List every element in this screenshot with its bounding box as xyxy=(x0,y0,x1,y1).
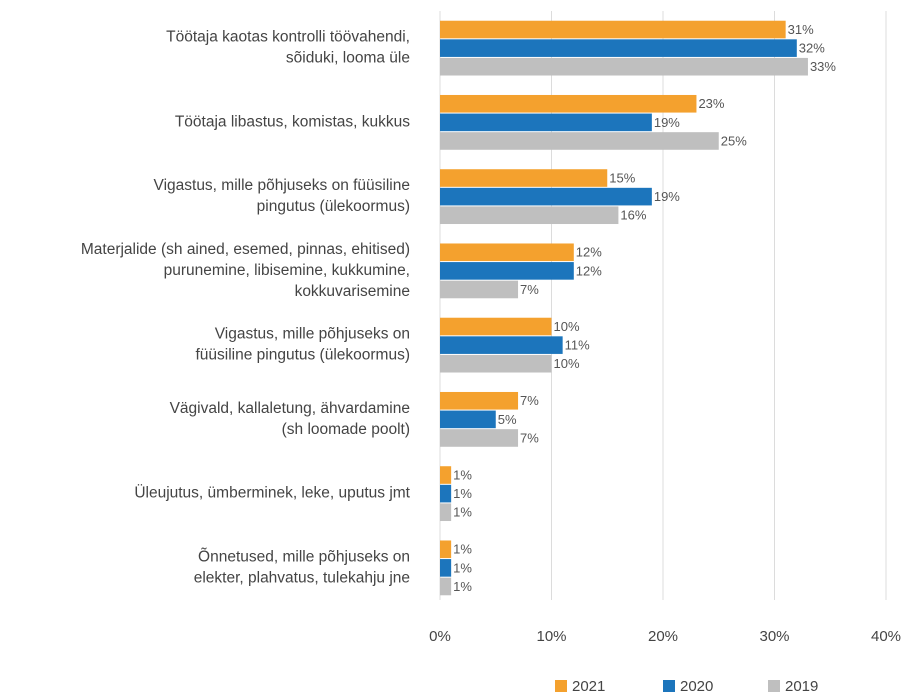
value-label: 25% xyxy=(721,133,747,148)
category-label: Töötaja libastus, komistas, kukkus xyxy=(175,113,410,130)
value-label: 19% xyxy=(654,189,680,204)
bar xyxy=(440,113,652,132)
category-label: purunemine, libisemine, kukkumine, xyxy=(164,262,410,279)
category-label: Üleujutus, ümberminek, leke, uputus jmt xyxy=(134,484,410,502)
bar xyxy=(440,243,574,262)
bar xyxy=(440,503,452,522)
value-label: 12% xyxy=(576,245,602,260)
category-label: elekter, plahvatus, tulekahju jne xyxy=(194,569,410,586)
legend-swatch xyxy=(555,680,567,692)
legend-label: 2019 xyxy=(785,678,818,695)
bar xyxy=(440,132,719,150)
category-label: Materjalide (sh ained, esemed, pinnas, e… xyxy=(81,241,410,258)
value-label: 1% xyxy=(453,542,472,557)
bar xyxy=(440,540,452,559)
category-label: Vigastus, mille põhjuseks on xyxy=(215,326,410,343)
value-label: 1% xyxy=(453,560,472,575)
value-label: 19% xyxy=(654,115,680,130)
value-label: 1% xyxy=(453,579,472,594)
x-tick-label: 30% xyxy=(759,628,789,645)
bar xyxy=(440,410,496,429)
value-label: 1% xyxy=(453,467,472,482)
bar xyxy=(440,577,452,596)
x-tick-label: 40% xyxy=(871,628,901,645)
category-label: Õnnetused, mille põhjuseks on xyxy=(198,548,410,565)
value-label: 10% xyxy=(554,319,580,334)
bar xyxy=(440,206,619,225)
value-label: 32% xyxy=(799,41,825,56)
bar xyxy=(440,429,519,447)
value-label: 33% xyxy=(810,59,836,74)
category-label: pingutus (ülekoormus) xyxy=(257,198,410,215)
x-tick-label: 20% xyxy=(648,628,678,645)
value-label: 10% xyxy=(554,356,580,371)
bar xyxy=(440,57,808,76)
bar xyxy=(440,484,452,503)
legend-label: 2020 xyxy=(680,678,713,695)
category-label: füüsiline pingutus (ülekoormus) xyxy=(195,347,410,364)
category-label: Vägivald, kallaletung, ähvardamine xyxy=(170,400,410,417)
category-label: (sh loomade poolt) xyxy=(282,421,410,438)
bar xyxy=(440,187,652,206)
category-label: sõiduki, looma üle xyxy=(286,50,410,67)
legend-swatch xyxy=(768,680,780,692)
bar xyxy=(440,466,452,484)
value-label: 12% xyxy=(576,263,602,278)
value-label: 7% xyxy=(520,393,539,408)
category-label: Töötaja kaotas kontrolli töövahendi, xyxy=(166,29,410,46)
x-tick-label: 0% xyxy=(429,628,451,645)
legend-label: 2021 xyxy=(572,678,605,695)
value-label: 15% xyxy=(609,170,635,185)
category-label: kokkuvarisemine xyxy=(295,283,410,300)
bar xyxy=(440,20,786,39)
value-label: 31% xyxy=(788,22,814,37)
bar xyxy=(440,169,608,187)
legend-swatch xyxy=(663,680,675,692)
value-label: 7% xyxy=(520,282,539,297)
bar xyxy=(440,94,697,113)
value-label: 11% xyxy=(565,338,590,353)
bar xyxy=(440,262,574,280)
value-label: 23% xyxy=(698,96,724,111)
value-label: 7% xyxy=(520,430,539,445)
value-label: 16% xyxy=(620,208,646,223)
category-label: Vigastus, mille põhjuseks on füüsiline xyxy=(154,177,410,194)
bar xyxy=(440,336,563,354)
bar xyxy=(440,317,552,336)
value-label: 1% xyxy=(453,505,472,520)
value-label: 1% xyxy=(453,486,472,501)
bar xyxy=(440,280,519,299)
bar xyxy=(440,391,519,410)
value-label: 5% xyxy=(498,412,517,427)
bar xyxy=(440,354,552,373)
bar xyxy=(440,39,797,57)
x-tick-label: 10% xyxy=(536,628,566,645)
bar xyxy=(440,559,452,577)
